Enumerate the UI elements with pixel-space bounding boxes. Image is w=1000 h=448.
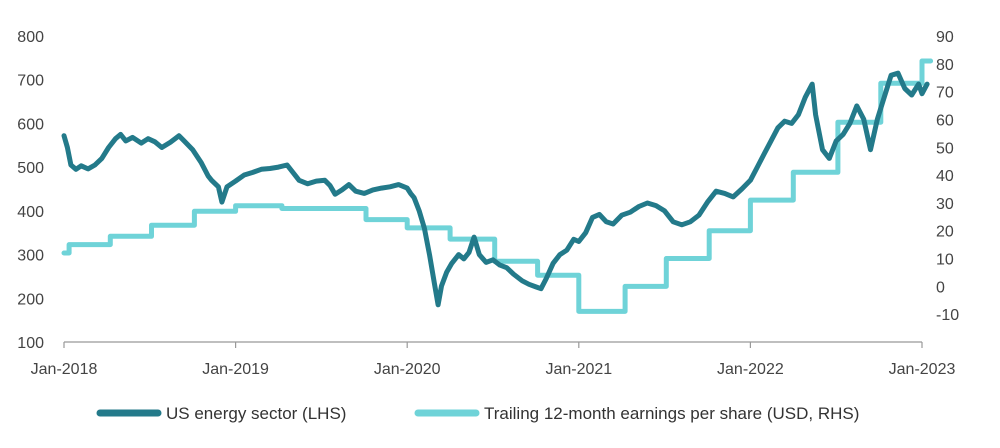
series-layer [61, 58, 934, 314]
left-y-tick-label: 500 [17, 160, 44, 177]
left-axis-ticks: 100 200 300 400 500 600 700 800 [17, 29, 44, 352]
right-y-tick-label: 40 [936, 168, 954, 185]
right-y-tick-label: 80 [936, 57, 954, 74]
left-y-tick-label: 800 [17, 29, 44, 46]
left-y-tick-label: 200 [17, 291, 44, 308]
series-line-eps [61, 58, 934, 314]
x-tick-label: Jan-2023 [889, 361, 956, 378]
left-y-tick-label: 300 [17, 248, 44, 265]
series-line-energy [61, 70, 930, 308]
x-axis-ticks: Jan-2018 Jan-2019 Jan-2020 Jan-2021 Jan-2022… [31, 342, 956, 378]
right-y-tick-label: 0 [936, 279, 945, 296]
legend: US energy sector (LHS) Trailing 12-month… [96, 404, 859, 423]
x-tick-label: Jan-2020 [374, 361, 441, 378]
right-y-tick-label: 60 [936, 112, 954, 129]
left-y-tick-label: 700 [17, 73, 44, 90]
left-y-tick-label: 600 [17, 116, 44, 133]
right-y-tick-label: 10 [936, 252, 954, 269]
right-y-tick-label: -10 [936, 307, 959, 324]
right-axis-ticks: -10 0 10 20 30 40 50 60 70 80 90 [936, 29, 959, 324]
right-y-tick-label: 20 [936, 224, 954, 241]
legend-label-energy: US energy sector (LHS) [166, 404, 346, 423]
right-y-tick-label: 50 [936, 140, 954, 157]
left-y-tick-label: 100 [17, 335, 44, 352]
x-tick-label: Jan-2018 [31, 361, 98, 378]
right-y-tick-label: 30 [936, 196, 954, 213]
left-y-tick-label: 400 [17, 204, 44, 221]
legend-label-eps: Trailing 12-month earnings per share (US… [484, 404, 859, 423]
x-tick-label: Jan-2019 [202, 361, 269, 378]
x-tick-label: Jan-2022 [717, 361, 784, 378]
right-y-tick-label: 70 [936, 85, 954, 102]
right-y-tick-label: 90 [936, 29, 954, 46]
x-tick-label: Jan-2021 [545, 361, 612, 378]
